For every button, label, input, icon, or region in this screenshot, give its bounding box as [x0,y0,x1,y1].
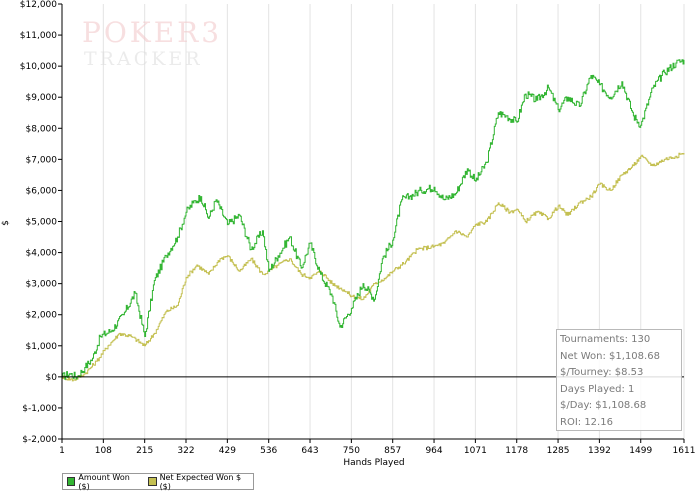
stat-per-day: $/Day: $1,108.68 [560,400,647,411]
series-lines [62,59,685,382]
x-tick-label: 643 [301,446,318,456]
y-tick-label: $7,000 [26,155,58,165]
stat-days-played: Days Played: 1 [560,383,635,395]
y-tick-label: $3,000 [26,280,58,290]
axes: 1 108 215 322 429 536 643 750 857 964 1071 1178 1285… [20,0,696,456]
x-tick-label: 1392 [588,446,611,456]
x-tick-label: 429 [219,446,236,456]
series-line-amount-won [62,59,685,380]
y-tick-label: $4,000 [26,249,58,259]
chart-legend: Amount Won ($) Net Expected Won $ ($) [62,473,254,491]
x-tick-label: 1611 [673,446,696,456]
pokertracker-logo: POKER3 TRACKER [82,18,242,78]
y-tick-label: $11,000 [20,31,57,41]
y-tick-label: $2,000 [26,311,58,321]
legend-swatch-amount-won [67,477,76,486]
y-tick-label: $9,000 [26,93,58,103]
x-tick-label: 964 [425,446,442,456]
legend-item-amount-won[interactable]: Amount Won ($) [67,473,138,491]
y-tick-label: $0 [46,373,58,383]
x-tick-label: 108 [95,446,112,456]
stats-box: Tournaments: 130 Net Won: $1,108.68 $/To… [556,329,682,431]
x-tick-label: 215 [136,446,153,456]
stat-per-tourney: $/Tourney: $8.53 [560,367,644,378]
x-tick-label: 1499 [629,446,652,456]
x-tick-label: 857 [384,446,401,456]
y-tick-label: $-1,000 [22,404,57,414]
x-tick-label: 1 [59,446,65,456]
y-tick-label: $10,000 [20,62,57,72]
stat-net-won: Net Won: $1,108.68 [560,350,660,362]
stat-roi: ROI: 12.16 [560,416,613,428]
series-line-net-expected [62,152,685,382]
stat-tournaments: Tournaments: 130 [560,334,651,345]
x-tick-label: 1178 [505,446,528,456]
y-tick-label: $-2,000 [22,435,57,445]
y-tick-label: $8,000 [26,124,58,134]
legend-item-net-expected[interactable]: Net Expected Won $ ($) [148,473,247,491]
legend-swatch-net-expected [148,477,157,486]
y-axis-title: $ [1,220,11,226]
x-tick-label: 536 [260,446,277,456]
y-tick-label: $5,000 [26,218,58,228]
x-axis-title: Hands Played [343,458,404,468]
legend-label-net-expected: Net Expected Won $ ($) [159,472,242,491]
x-tick-label: 322 [177,446,194,456]
x-tick-label: 1285 [547,446,570,456]
logo-line-1: POKER3 [82,16,223,49]
legend-label-amount-won: Amount Won ($) [78,472,130,491]
y-tick-label: $12,000 [20,0,57,10]
x-tick-label: 1071 [464,446,487,456]
y-tick-label: $6,000 [26,186,58,196]
x-tick-label: 750 [343,446,360,456]
logo-line-2: TRACKER [84,48,203,70]
y-tick-label: $1,000 [26,342,58,352]
